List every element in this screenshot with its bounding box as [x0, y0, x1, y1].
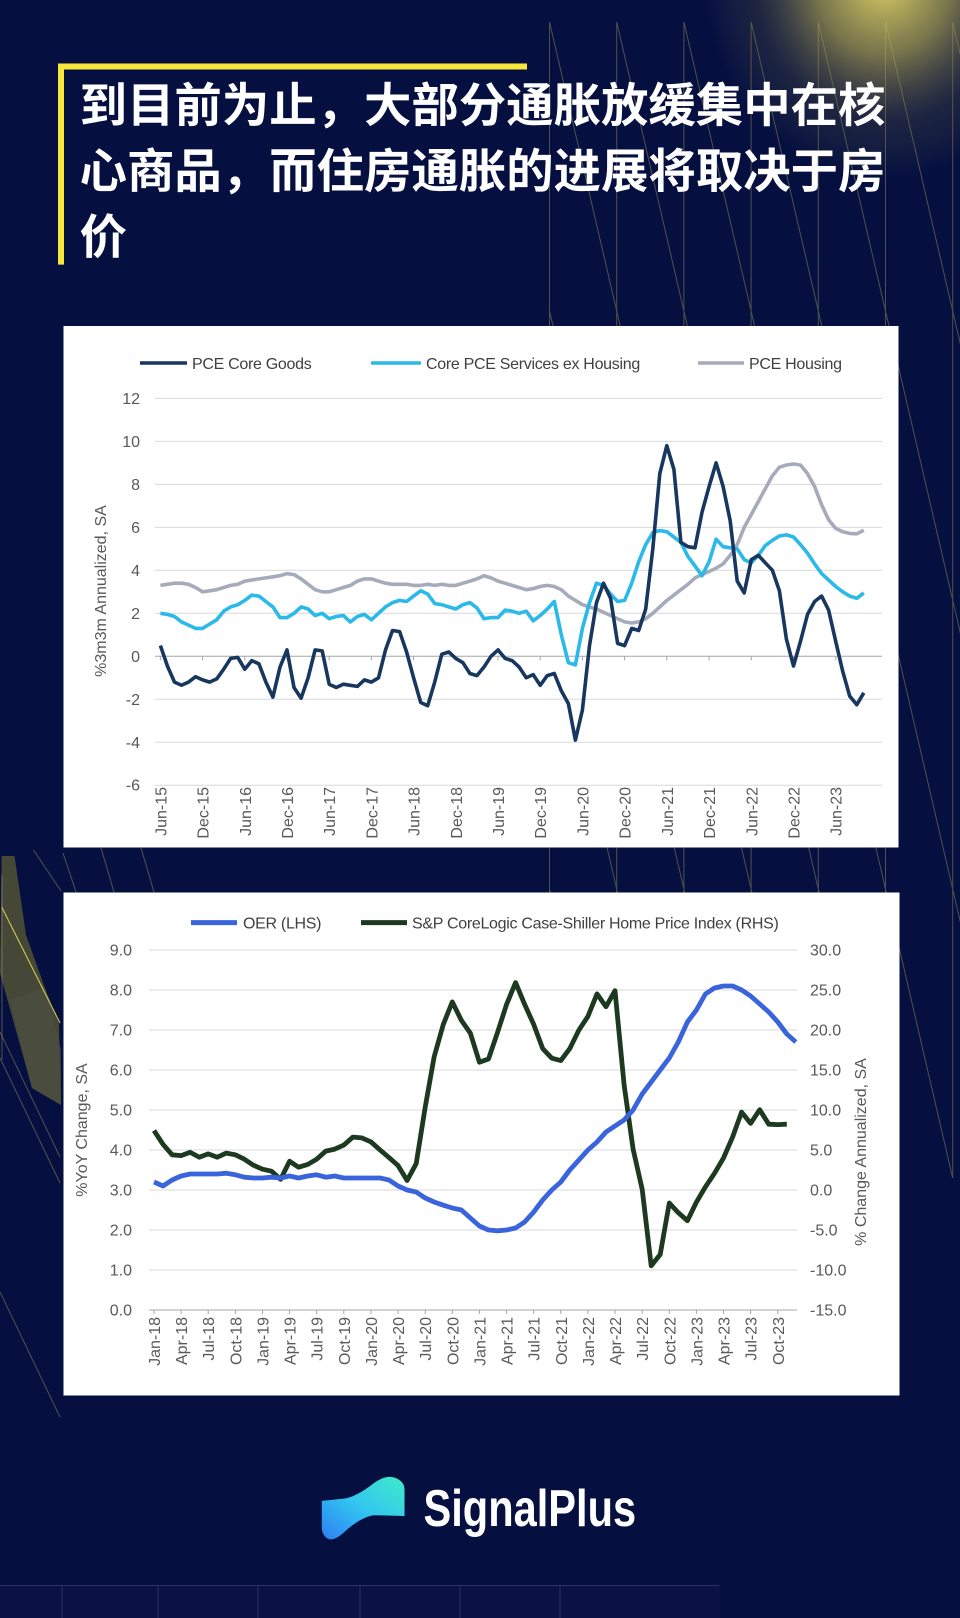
- svg-text:-2: -2: [126, 692, 140, 709]
- svg-text:Oct-23: Oct-23: [771, 1317, 788, 1365]
- svg-text:Apr-18: Apr-18: [174, 1317, 191, 1365]
- svg-text:Jul-21: Jul-21: [527, 1317, 544, 1361]
- svg-text:OER (LHS): OER (LHS): [243, 916, 321, 933]
- svg-text:Jun-19: Jun-19: [491, 787, 508, 836]
- svg-text:PCE Housing: PCE Housing: [749, 356, 842, 373]
- svg-text:Oct-21: Oct-21: [554, 1317, 571, 1365]
- svg-text:Dec-20: Dec-20: [618, 787, 635, 839]
- svg-text:2.0: 2.0: [110, 1223, 132, 1240]
- svg-text:Jun-18: Jun-18: [407, 787, 424, 836]
- svg-text:Jul-19: Jul-19: [310, 1317, 327, 1361]
- svg-text:Dec-19: Dec-19: [533, 787, 550, 839]
- svg-text:Jun-23: Jun-23: [829, 787, 846, 836]
- svg-text:Apr-22: Apr-22: [608, 1317, 625, 1365]
- svg-text:-10.0: -10.0: [810, 1263, 847, 1280]
- svg-text:-6: -6: [126, 778, 140, 795]
- svg-text:7.0: 7.0: [110, 1023, 132, 1040]
- svg-text:SignalPlus: SignalPlus: [424, 1479, 637, 1538]
- svg-text:Jan-19: Jan-19: [256, 1317, 273, 1366]
- svg-text:1.0: 1.0: [110, 1263, 132, 1280]
- svg-text:Jul-22: Jul-22: [635, 1317, 652, 1361]
- svg-text:Dec-21: Dec-21: [702, 787, 719, 839]
- svg-text:9.0: 9.0: [110, 943, 132, 960]
- svg-text:PCE Core Goods: PCE Core Goods: [192, 356, 312, 373]
- svg-text:8: 8: [131, 477, 140, 494]
- svg-text:Jun-20: Jun-20: [575, 787, 592, 836]
- svg-text:0.0: 0.0: [810, 1183, 832, 1200]
- svg-text:Apr-23: Apr-23: [717, 1317, 734, 1365]
- svg-text:%3m3m Annualized, SA: %3m3m Annualized, SA: [93, 505, 110, 677]
- svg-text:5.0: 5.0: [810, 1143, 832, 1160]
- svg-text:4.0: 4.0: [110, 1143, 132, 1160]
- svg-text:Jan-21: Jan-21: [472, 1317, 489, 1366]
- svg-text:Jun-21: Jun-21: [660, 787, 677, 836]
- svg-text:Jan-18: Jan-18: [147, 1317, 164, 1366]
- svg-text:10: 10: [122, 434, 140, 451]
- svg-text:12: 12: [122, 391, 140, 408]
- svg-text:Dec-18: Dec-18: [449, 787, 466, 839]
- svg-text:3.0: 3.0: [110, 1183, 132, 1200]
- svg-text:% Change Annualized, SA: % Change Annualized, SA: [853, 1058, 870, 1246]
- svg-text:Core PCE Services ex Housing: Core PCE Services ex Housing: [426, 356, 640, 373]
- svg-text:6.0: 6.0: [110, 1063, 132, 1080]
- svg-text:8.0: 8.0: [110, 983, 132, 1000]
- svg-text:-15.0: -15.0: [810, 1303, 847, 1320]
- svg-text:5.0: 5.0: [110, 1103, 132, 1120]
- svg-text:Apr-19: Apr-19: [283, 1317, 300, 1365]
- svg-text:25.0: 25.0: [810, 983, 841, 1000]
- svg-text:Apr-20: Apr-20: [391, 1317, 408, 1365]
- svg-text:Apr-21: Apr-21: [500, 1317, 517, 1365]
- svg-text:Oct-19: Oct-19: [337, 1317, 354, 1365]
- svg-text:15.0: 15.0: [810, 1063, 841, 1080]
- svg-text:0.0: 0.0: [110, 1303, 132, 1320]
- svg-text:Dec-15: Dec-15: [196, 787, 213, 839]
- svg-text:Oct-20: Oct-20: [445, 1317, 462, 1365]
- svg-text:4: 4: [131, 563, 140, 580]
- svg-text:Oct-22: Oct-22: [662, 1317, 679, 1365]
- svg-text:S&P CoreLogic Case-Shiller Hom: S&P CoreLogic Case-Shiller Home Price In…: [412, 916, 778, 933]
- svg-text:-5.0: -5.0: [810, 1223, 838, 1240]
- svg-text:Jun-17: Jun-17: [322, 787, 339, 836]
- svg-text:Jan-20: Jan-20: [364, 1317, 381, 1366]
- svg-text:Jul-18: Jul-18: [201, 1317, 218, 1361]
- svg-text:Jul-20: Jul-20: [418, 1317, 435, 1361]
- svg-text:Oct-18: Oct-18: [228, 1317, 245, 1365]
- svg-text:Jan-23: Jan-23: [689, 1317, 706, 1366]
- svg-text:Jun-15: Jun-15: [153, 787, 170, 836]
- svg-text:30.0: 30.0: [810, 943, 841, 960]
- svg-text:Jun-22: Jun-22: [744, 787, 761, 836]
- svg-text:0: 0: [131, 649, 140, 666]
- svg-text:2: 2: [131, 606, 140, 623]
- svg-text:Dec-16: Dec-16: [280, 787, 297, 839]
- svg-text:%YoY Change, SA: %YoY Change, SA: [74, 1063, 91, 1197]
- svg-text:Dec-22: Dec-22: [787, 787, 804, 839]
- svg-text:Jul-23: Jul-23: [744, 1317, 761, 1361]
- svg-text:Dec-17: Dec-17: [364, 787, 381, 839]
- svg-text:20.0: 20.0: [810, 1023, 841, 1040]
- svg-text:Jun-16: Jun-16: [238, 787, 255, 836]
- svg-text:6: 6: [131, 520, 140, 537]
- svg-text:Jan-22: Jan-22: [581, 1317, 598, 1366]
- svg-text:-4: -4: [126, 735, 140, 752]
- svg-text:10.0: 10.0: [810, 1103, 841, 1120]
